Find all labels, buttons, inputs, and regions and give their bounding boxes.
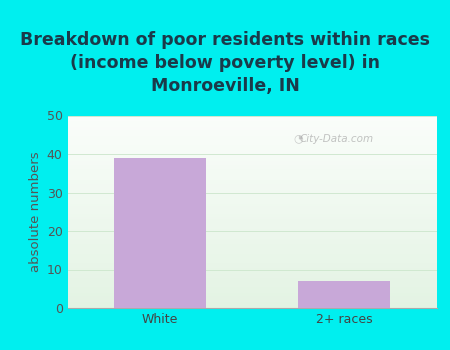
Bar [298,281,391,308]
Text: Breakdown of poor residents within races
(income below poverty level) in
Monroev: Breakdown of poor residents within races… [20,31,430,95]
Text: ◔: ◔ [293,134,303,143]
Text: City-Data.com: City-Data.com [300,134,374,143]
Bar [113,158,206,308]
Y-axis label: absolute numbers: absolute numbers [29,152,42,272]
